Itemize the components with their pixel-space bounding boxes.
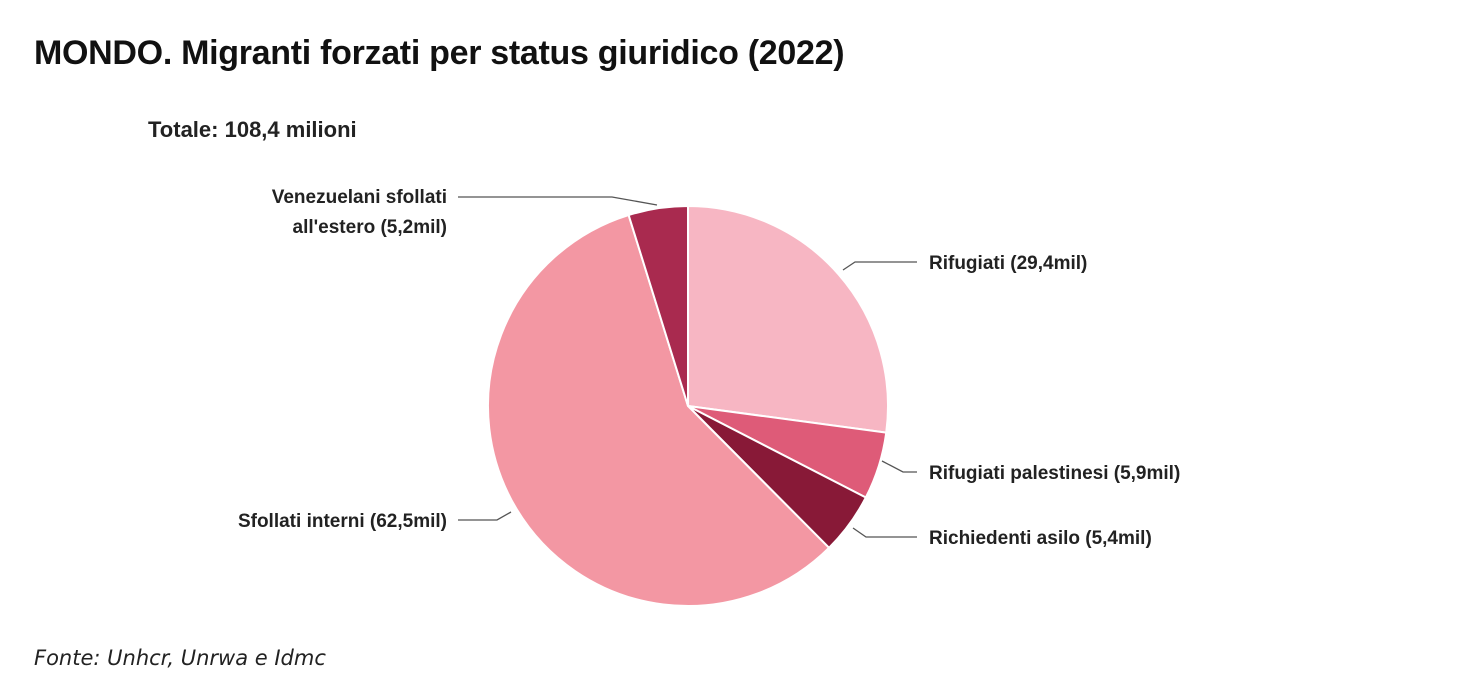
label-richiedenti-asilo: Richiedenti asilo (5,4mil) — [929, 528, 1152, 549]
pie-slices — [487, 205, 889, 607]
leader-line-rifugiati-palestinesi — [881, 460, 917, 473]
leader-line-richiedenti-asilo — [852, 527, 917, 538]
slice-rifugiati — [687, 205, 889, 434]
chart-title: MONDO. Migranti forzati per status giuri… — [34, 34, 845, 72]
label-rifugiati-palestinesi: Rifugiati palestinesi (5,9mil) — [929, 463, 1180, 484]
chart-subtitle: Totale: 108,4 milioni — [148, 117, 357, 142]
slice-labels: Rifugiati (29,4mil) Rifugiati palestines… — [238, 187, 1180, 549]
slice-venezuelani — [627, 205, 689, 407]
label-rifugiati: Rifugiati (29,4mil) — [929, 253, 1087, 274]
source-note: Fonte: Unhcr, Unrwa e Idmc — [34, 646, 326, 670]
leader-line-rifugiati — [842, 261, 917, 271]
leader-line-sfollati-interni — [458, 511, 512, 521]
label-venezuelani-line-2: all'estero (5,2mil) — [293, 217, 447, 238]
slice-sfollati-interni — [487, 214, 831, 607]
leader-lines — [458, 196, 917, 538]
leader-line-venezuelani — [458, 196, 658, 206]
label-venezuelani-line-1: Venezuelani sfollati — [272, 187, 447, 208]
label-sfollati-interni: Sfollati interni (62,5mil) — [238, 511, 447, 532]
